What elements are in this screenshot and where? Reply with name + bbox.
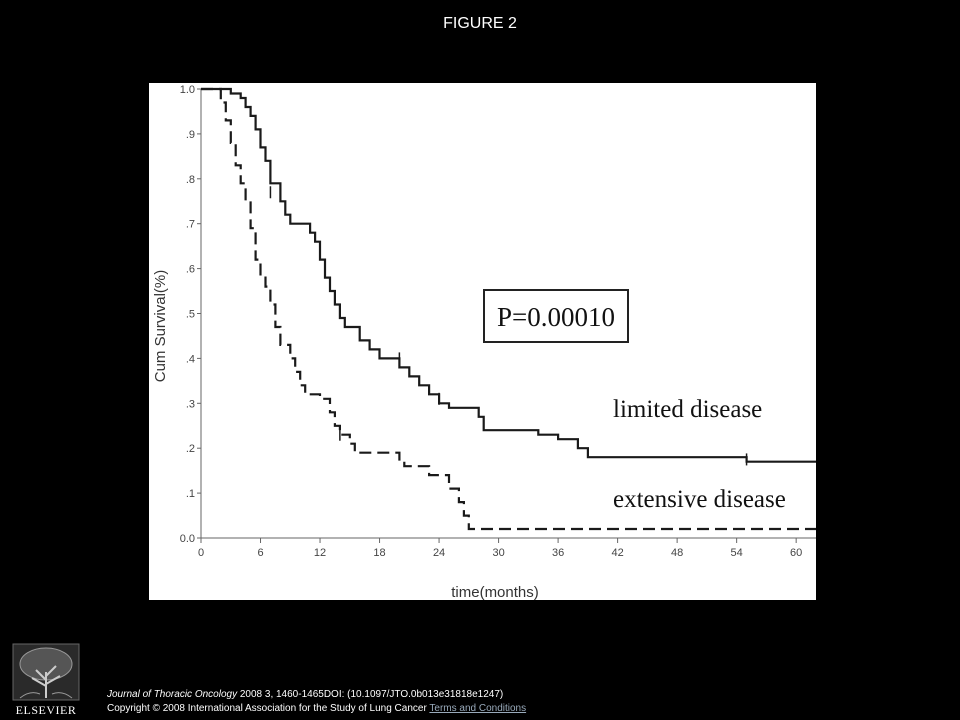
figure-title: FIGURE 2 [443, 15, 517, 32]
x-tick-label: 36 [552, 547, 564, 559]
x-tick-label: 18 [373, 547, 385, 559]
x-tick-label: 30 [492, 547, 504, 559]
elsevier-logo-text: ELSEVIER [16, 703, 77, 716]
series-line-limited [201, 87, 816, 463]
series-line-extensive [201, 87, 816, 531]
elsevier-logo: ELSEVIER [12, 643, 80, 716]
y-tick-label: .7 [186, 219, 195, 231]
legend-label-extensive: extensive disease [613, 486, 786, 513]
journal-name: Journal of Thoracic Oncology [107, 689, 238, 700]
y-tick-label: .3 [186, 398, 195, 410]
elsevier-tree-icon [12, 643, 80, 701]
x-tick-label: 12 [314, 547, 326, 559]
y-tick-label: .1 [186, 488, 195, 500]
x-tick-label: 24 [433, 547, 445, 559]
p-value-box [483, 289, 629, 343]
footer: Journal of Thoracic Oncology 2008 3, 146… [107, 688, 526, 716]
y-tick-label: .9 [186, 129, 195, 141]
y-tick-label: 0.0 [180, 533, 195, 545]
y-axis-title: Cum Survival(%) [152, 270, 169, 383]
y-tick-label: .6 [186, 264, 195, 276]
chart-panel: 0.0 .1 .2 .3 .4 .5 .6 .7 .8 .9 1.0 0 6 12 18 24 30 36 42 48… [149, 83, 816, 600]
x-tick-label: 54 [731, 547, 743, 559]
legend-label-limited: limited disease [613, 396, 762, 423]
copyright-line: Copyright © 2008 International Associati… [107, 702, 526, 716]
x-tick-label: 0 [198, 547, 204, 559]
y-tick-label: .8 [186, 174, 195, 186]
p-value-annotation: P=0.00010 [497, 302, 615, 332]
x-tick-label: 48 [671, 547, 683, 559]
series-layer [201, 87, 816, 531]
y-tick-label: 1.0 [180, 84, 195, 96]
y-tick-label: .2 [186, 443, 195, 455]
x-tick-label: 6 [257, 547, 263, 559]
axes: 0.0 .1 .2 .3 .4 .5 .6 .7 .8 .9 1.0 0 6 12 18 24 30 36 42 48… [180, 84, 816, 559]
terms-link[interactable]: Terms and Conditions [429, 703, 527, 714]
citation-text: 2008 3, 1460-1465DOI: (10.1097/JTO.0b013… [237, 689, 504, 700]
citation-line: Journal of Thoracic Oncology 2008 3, 146… [107, 688, 526, 702]
copyright-text: Copyright © 2008 International Associati… [107, 703, 430, 714]
x-tick-label: 60 [790, 547, 802, 559]
survival-chart: 0.0 .1 .2 .3 .4 .5 .6 .7 .8 .9 1.0 0 6 12 18 24 30 36 42 48… [152, 84, 816, 600]
y-tick-label: .4 [186, 353, 195, 365]
x-tick-label: 42 [611, 547, 623, 559]
y-tick-label: .5 [186, 309, 195, 321]
x-axis-title: time(months) [451, 584, 539, 600]
